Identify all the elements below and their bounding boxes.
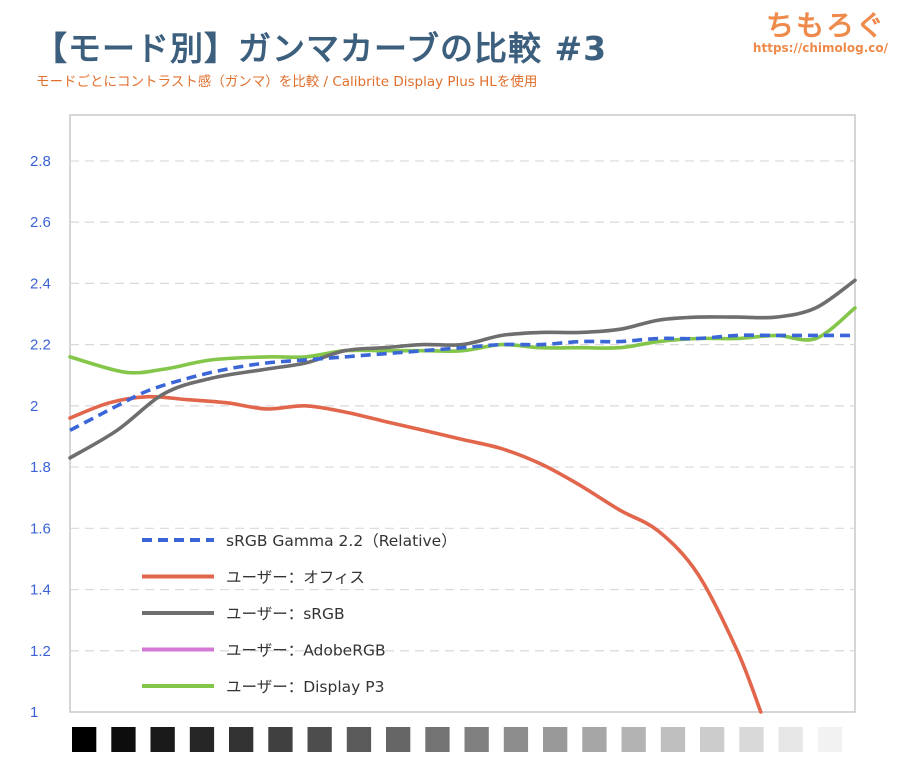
plot-frame: [69, 114, 856, 713]
gray-patch: [229, 727, 254, 752]
y-tick-label: 2.6: [30, 214, 51, 231]
brand-logo: ちもろぐ: [765, 9, 886, 42]
gray-patch: [778, 727, 803, 752]
grayscale-patches: [72, 727, 843, 752]
y-tick-label: 2.2: [30, 337, 51, 354]
legend-label-1: ユーザー：オフィス: [226, 569, 365, 587]
legend-label-0: sRGB Gamma 2.2（Relative）: [226, 532, 457, 550]
gray-patch: [386, 727, 411, 752]
y-tick-label: 2.8: [30, 153, 51, 170]
gray-patch: [817, 727, 843, 752]
gray-patch: [268, 727, 293, 752]
series-line-0: [69, 333, 855, 432]
chart-subtitle: モードごとにコントラスト感（ガンマ）を比較 / Calibrite Displa…: [36, 74, 538, 90]
series-line-2: [68, 278, 857, 460]
y-tick-label: 1.6: [30, 520, 51, 537]
gray-patch: [307, 727, 332, 752]
y-tick-label: 1.4: [30, 582, 51, 599]
gray-patch: [700, 727, 725, 752]
gray-patch: [425, 727, 450, 752]
gray-patch: [72, 727, 97, 752]
y-tick-label: 2.4: [30, 275, 51, 292]
legend: sRGB Gamma 2.2（Relative） ユーザー：オフィスユーザー：sR…: [142, 532, 457, 696]
series-line-1: [68, 394, 763, 714]
y-tick-label: 1.8: [30, 459, 51, 476]
y-tick-label: 1.2: [30, 643, 51, 660]
gray-patch: [621, 727, 646, 752]
gray-patch: [503, 727, 529, 752]
gray-patch: [346, 727, 372, 752]
gray-patch: [111, 727, 136, 752]
gray-patch: [582, 727, 607, 752]
gray-patch: [464, 727, 489, 752]
gray-patch: [739, 727, 764, 752]
y-tick-label: 1: [30, 704, 38, 721]
y-tick-label: 2: [30, 398, 38, 415]
legend-label-3: ユーザー：AdobeRGB: [226, 642, 386, 660]
gray-patch: [150, 727, 175, 752]
gray-patch: [189, 727, 215, 752]
gray-patch: [660, 727, 686, 752]
series-layer: [68, 278, 857, 714]
brand-url: https://chimolog.co/: [752, 41, 888, 55]
legend-label-4: ユーザー：Display P3: [226, 678, 384, 696]
legend-label-2: ユーザー：sRGB: [226, 605, 345, 623]
chart-title: 【モード別】ガンマカーブの比較 #3: [34, 29, 608, 68]
y-tick-labels: 1 1.2 1.4 1.6 1.8 2 2.2 2.4 2.6 2.8: [30, 153, 51, 721]
gray-patch: [543, 727, 568, 752]
